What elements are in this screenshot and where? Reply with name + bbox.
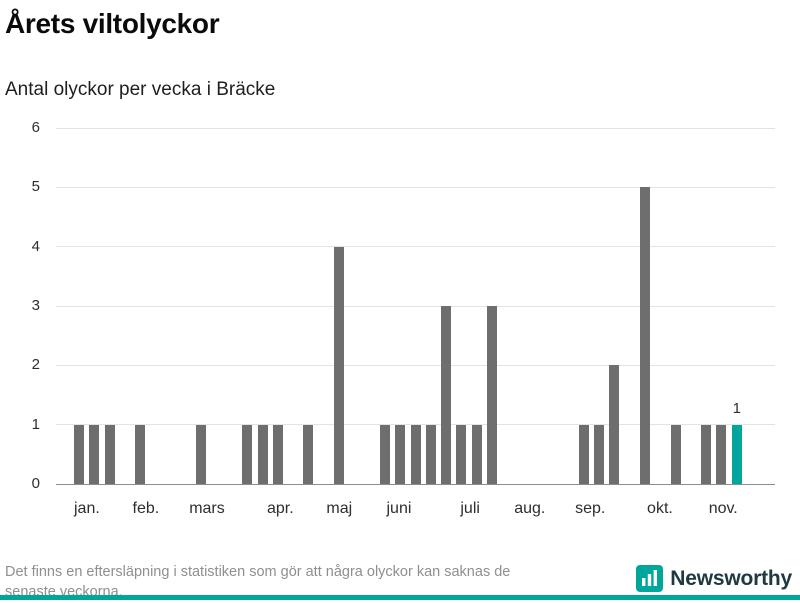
bar xyxy=(334,246,344,484)
bar xyxy=(716,424,727,484)
bar xyxy=(639,187,650,484)
bar xyxy=(594,424,605,484)
bar xyxy=(486,306,497,484)
gridline xyxy=(56,186,775,188)
page-title: Årets viltolyckor xyxy=(5,8,220,39)
bar xyxy=(425,424,436,484)
chart-subtitle: Antal olyckor per vecka i Bräcke xyxy=(5,79,276,100)
bar xyxy=(272,424,283,484)
y-axis-tick-label: 6 xyxy=(31,119,40,136)
x-axis-baseline xyxy=(56,483,775,485)
bar xyxy=(410,424,421,484)
newsworthy-logo-icon xyxy=(636,565,664,592)
bar xyxy=(303,424,314,484)
x-axis-month-label: juli xyxy=(460,500,480,517)
y-axis-tick-label: 3 xyxy=(31,297,40,314)
bar xyxy=(104,424,115,484)
bar xyxy=(395,424,406,484)
y-axis-tick-label: 4 xyxy=(31,237,40,255)
y-axis-tick-label: 0 xyxy=(31,475,40,492)
bar xyxy=(257,424,268,484)
y-axis-tick-label: 2 xyxy=(31,356,40,374)
newsworthy-brand: Newsworthy xyxy=(636,565,792,592)
gridline xyxy=(56,424,775,426)
bar xyxy=(701,424,712,484)
bar xyxy=(609,365,620,484)
bar xyxy=(471,424,482,484)
bar xyxy=(441,306,452,484)
x-axis-month-label: feb. xyxy=(132,500,160,517)
x-axis-month-label: aug. xyxy=(514,500,546,517)
x-axis-month-label: mars xyxy=(189,500,225,517)
gridline xyxy=(56,127,775,129)
bar xyxy=(578,424,589,484)
x-axis-month-label: jan. xyxy=(74,500,100,517)
bottom-accent-border xyxy=(0,595,800,600)
x-axis-month-label: okt. xyxy=(647,500,673,517)
bar xyxy=(670,424,681,484)
gridline xyxy=(56,305,775,307)
bar xyxy=(196,424,207,484)
last-value-label: 1 xyxy=(732,399,741,417)
x-axis-month-label: nov. xyxy=(708,500,738,517)
x-axis-month-label: sep. xyxy=(575,500,606,517)
bar xyxy=(379,424,390,484)
x-axis-month-label: maj xyxy=(326,500,353,517)
gridline xyxy=(56,364,775,366)
y-axis-tick-label: 5 xyxy=(31,178,40,196)
y-axis-tick-label: 1 xyxy=(31,415,40,433)
bar xyxy=(456,424,467,484)
newsworthy-wordmark: Newsworthy xyxy=(670,566,792,590)
bar xyxy=(89,424,100,484)
bar xyxy=(135,424,146,484)
x-axis-month-label: apr. xyxy=(266,500,294,517)
highlighted-bar xyxy=(731,424,742,484)
gridline xyxy=(56,246,775,248)
footer-note-line: Det finns en eftersläpning i statistiken… xyxy=(5,564,511,580)
bar xyxy=(73,424,84,484)
x-axis-month-label: juni xyxy=(386,500,412,517)
bar xyxy=(242,424,253,484)
